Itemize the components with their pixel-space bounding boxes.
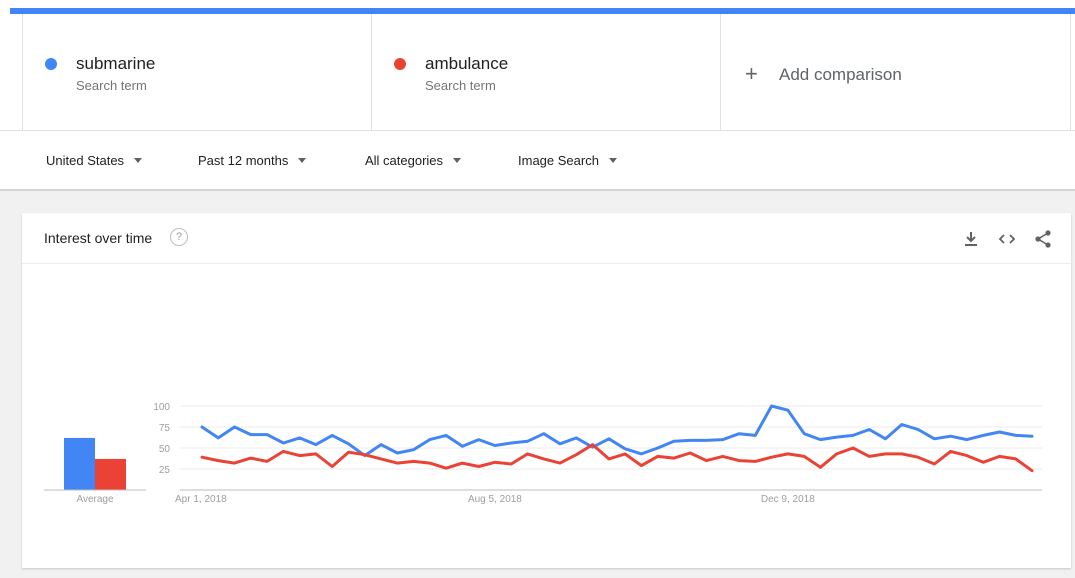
category-value: All categories [365, 153, 444, 168]
x-tick-label: Apr 1, 2018 [175, 494, 227, 505]
interest-over-time-chart: 25 50 75 100 Apr 1, 2018 Aug 5, 2018 Dec 9, 20… [44, 402, 1042, 505]
region-value: United States [46, 153, 125, 168]
add-icon: + [745, 61, 758, 86]
term-type: Search term [76, 78, 147, 93]
average-bar-ambulance [95, 458, 126, 490]
series-color-dot [45, 58, 57, 70]
term-name: ambulance [425, 54, 509, 73]
filter-bar: United States Past 12 months All categor… [0, 131, 1075, 189]
time-range-dropdown[interactable]: Past 12 months [198, 153, 307, 168]
card-title: Interest over time [44, 230, 153, 246]
search-property-value: Image Search [518, 153, 599, 168]
chevron-down-icon [298, 158, 307, 164]
x-tick-label: Aug 5, 2018 [468, 494, 522, 505]
y-tick-label: 25 [159, 465, 171, 476]
search-property-dropdown[interactable]: Image Search [518, 153, 617, 168]
accent-bar [10, 8, 1075, 14]
chevron-down-icon [134, 158, 143, 164]
series-line-submarine [200, 404, 1034, 458]
x-tick-label: Dec 9, 2018 [761, 494, 815, 505]
add-comparison-label: Add comparison [779, 65, 902, 84]
interest-over-time-card: Interest over time ? 25 50 75 100 Apr 1, 201… [22, 213, 1071, 568]
average-bar-submarine [64, 437, 95, 490]
add-comparison-button[interactable]: + Add comparison [721, 14, 1071, 130]
help-icon[interactable]: ? [170, 228, 188, 246]
band-shadow [0, 189, 1075, 191]
region-dropdown[interactable]: United States [46, 153, 143, 168]
card-divider [22, 263, 1071, 264]
comparison-terms: submarine Search term ambulance Search t… [22, 14, 1072, 130]
header-band [0, 0, 1075, 190]
download-icon[interactable] [960, 228, 982, 250]
y-tick-label: 75 [159, 423, 171, 434]
term-card-submarine[interactable]: submarine Search term [22, 14, 372, 130]
series-line-ambulance [200, 443, 1034, 473]
y-tick-label: 50 [159, 444, 171, 455]
average-label: Average [76, 494, 114, 505]
series-color-dot [394, 58, 406, 70]
chevron-down-icon [608, 158, 617, 164]
term-name: submarine [76, 54, 156, 73]
term-type: Search term [425, 78, 496, 93]
time-range-value: Past 12 months [198, 153, 289, 168]
share-icon[interactable] [1032, 228, 1054, 250]
y-tick-label: 100 [153, 402, 170, 413]
divider [0, 130, 1075, 131]
category-dropdown[interactable]: All categories [365, 153, 462, 168]
term-card-ambulance[interactable]: ambulance Search term [372, 14, 721, 130]
embed-icon[interactable] [996, 228, 1018, 250]
chevron-down-icon [453, 158, 462, 164]
